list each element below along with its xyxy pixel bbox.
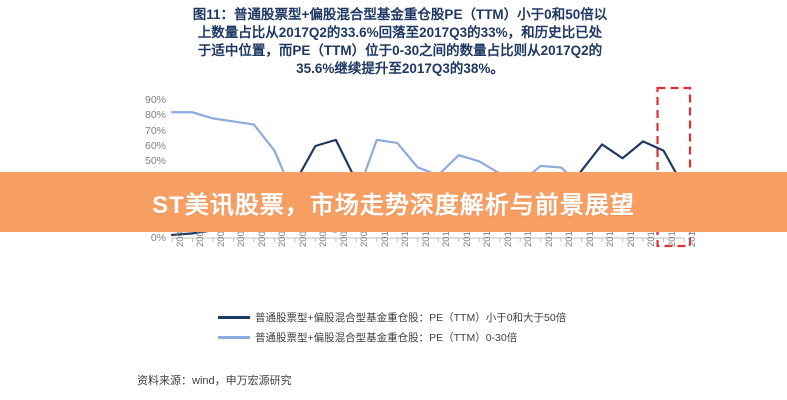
- y-axis-tick: 50%: [144, 155, 166, 168]
- chart-title-line-2: 上数量占比从2017Q2的33.6%回落至2017Q3的33%，和历史比已处: [197, 25, 603, 40]
- y-axis-tick: 80%: [144, 109, 166, 122]
- chart-title-line-1: 图11：普通股票型+偏股混合型基金重仓股PE（TTM）小于0和50倍以: [192, 7, 608, 22]
- legend-item[interactable]: 普通股票型+偏股混合型基金重仓股：PE（TTM）0-30倍: [218, 327, 688, 347]
- legend-label: 普通股票型+偏股混合型基金重仓股：PE（TTM）小于0和大于50倍: [255, 311, 567, 324]
- legend-item[interactable]: 普通股票型+偏股混合型基金重仓股：PE（TTM）小于0和大于50倍: [218, 307, 688, 327]
- chart-title: 图11：普通股票型+偏股混合型基金重仓股PE（TTM）小于0和50倍以 上数量占…: [150, 6, 650, 78]
- highlight-box: [656, 86, 692, 248]
- y-axis-tick: 90%: [144, 94, 166, 106]
- overlay-banner-text: ST美讯股票，市场走势深度解析与前景展望: [152, 191, 635, 219]
- legend-color-swatch: [218, 335, 250, 339]
- y-axis-tick: 60%: [144, 140, 166, 152]
- overlay-banner: ST美讯股票，市场走势深度解析与前景展望: [0, 172, 787, 232]
- chart-legend: 普通股票型+偏股混合型基金重仓股：PE（TTM）小于0和大于50倍 普通股票型+偏…: [218, 307, 688, 347]
- chart-title-line-3: 于适中位置，而PE（TTM）位于0-30之间的数量占比则从2017Q2的: [197, 43, 603, 58]
- y-axis-tick: 0%: [150, 232, 166, 244]
- y-axis-tick: 70%: [144, 124, 166, 137]
- chart-title-line-4: 35.6%继续提升至2017Q3的38%。: [296, 61, 504, 76]
- source-note: 资料来源：wind，申万宏源研究: [137, 375, 292, 387]
- legend-color-swatch: [218, 315, 250, 319]
- x-axis-labels: 2005/032005/092006/032006/092007/032007/…: [172, 213, 698, 303]
- legend-label: 普通股票型+偏股混合型基金重仓股：PE（TTM）0-30倍: [255, 331, 518, 344]
